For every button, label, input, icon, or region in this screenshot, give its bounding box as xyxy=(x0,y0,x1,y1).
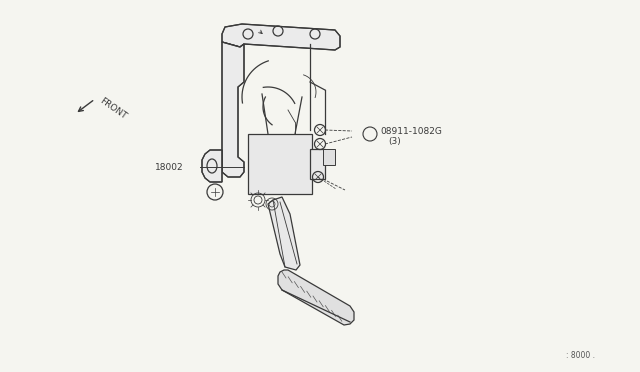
Text: 18002: 18002 xyxy=(155,163,184,171)
Polygon shape xyxy=(222,24,340,50)
Polygon shape xyxy=(202,150,222,182)
Text: (3): (3) xyxy=(388,137,401,145)
Polygon shape xyxy=(268,197,300,270)
Polygon shape xyxy=(248,134,312,194)
Text: 08911-1082G: 08911-1082G xyxy=(380,126,442,135)
Polygon shape xyxy=(278,270,354,325)
Polygon shape xyxy=(310,149,325,179)
Polygon shape xyxy=(222,42,244,177)
Circle shape xyxy=(363,127,377,141)
Text: N: N xyxy=(367,129,373,138)
Polygon shape xyxy=(323,149,335,165)
Text: : 8000 .: : 8000 . xyxy=(566,351,595,360)
Text: FRONT: FRONT xyxy=(98,97,128,121)
